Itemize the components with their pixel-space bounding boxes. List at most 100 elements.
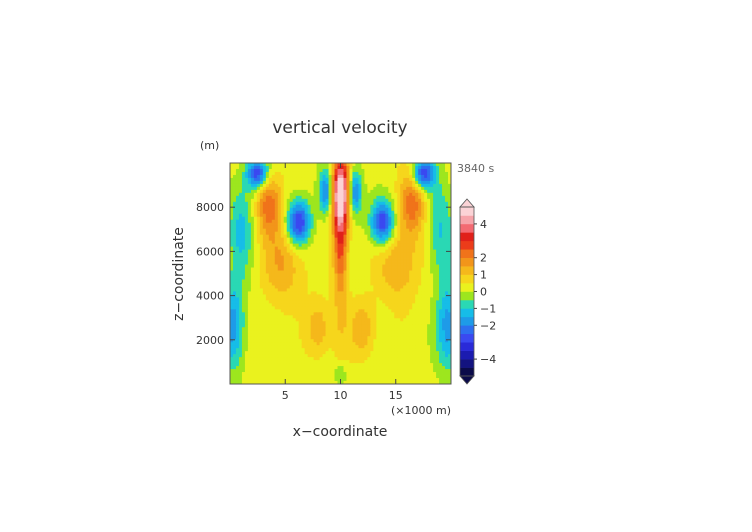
field-cell [280,183,285,188]
field-cell [271,264,276,268]
field-cell [268,165,273,170]
field-cell [397,198,401,203]
field-cell [418,228,422,233]
field-cell [322,168,326,173]
field-cell [325,195,329,200]
field-cell [289,180,294,185]
field-cell [265,225,270,230]
field-cell [286,165,291,170]
field-cell [361,258,365,262]
field-cell [373,330,377,334]
field-cell [376,228,380,233]
field-cell [376,165,380,170]
field-cell [346,228,350,233]
field-cell [232,282,237,286]
field-cell [358,195,362,200]
field-cell [427,204,431,209]
field-cell [358,216,362,221]
field-cell [283,246,288,251]
field-cell [415,216,419,221]
field-cell [361,300,365,304]
field-cell [403,186,407,191]
field-cell [397,315,401,319]
field-cell [286,318,291,322]
field-cell [421,309,425,313]
field-cell [232,216,237,221]
field-cell [340,234,344,239]
field-cell [295,222,300,227]
field-cell [259,309,264,313]
field-cell [370,249,374,253]
field-cell [346,297,350,301]
field-cell [436,177,440,182]
field-cell [445,333,449,337]
field-cell [415,303,419,307]
field-cell [400,243,404,248]
field-cell [322,231,326,236]
field-cell [238,354,243,358]
field-cell [325,183,329,188]
field-cell [256,213,261,218]
field-cell [259,342,264,346]
field-cell [445,198,449,203]
field-cell [379,276,383,280]
field-cell [412,348,416,352]
field-cell [346,327,350,331]
field-cell [445,204,449,209]
field-cell [436,330,440,334]
field-cell [286,198,291,203]
field-cell [238,261,243,265]
field-cell [247,264,252,268]
field-cell [280,225,285,230]
field-cell [433,246,437,251]
field-cell [241,204,246,209]
field-cell [376,291,380,295]
field-cell [337,357,341,361]
field-cell [250,210,255,215]
field-cell [262,246,267,251]
field-cell [382,333,386,337]
field-cell [301,327,306,331]
field-cell [265,198,270,203]
field-cell [367,303,371,307]
field-cell [379,267,383,271]
field-cell [316,163,320,167]
field-cell [280,282,285,286]
field-cell [256,237,261,242]
field-cell [436,336,440,340]
field-cell [289,261,294,265]
field-cell [274,309,279,313]
field-cell [241,321,246,325]
field-cell [292,174,297,179]
field-cell [295,180,300,185]
field-cell [322,222,326,227]
field-cell [391,306,395,310]
field-cell [406,306,410,310]
field-cell [433,201,437,206]
field-cell [307,207,312,212]
field-cell [412,339,416,343]
field-cell [334,276,338,280]
field-cell [319,267,323,271]
field-cell [421,163,425,167]
field-cell [382,279,386,283]
field-cell [394,276,398,280]
field-cell [367,219,371,224]
field-cell [403,285,407,289]
field-cell [439,210,443,215]
field-cell [334,351,338,355]
field-cell [301,168,306,173]
field-cell [424,163,428,167]
field-cell [268,270,273,274]
field-cell [271,237,276,242]
field-cell [253,261,258,265]
field-cell [235,183,240,188]
field-cell [433,258,437,262]
field-cell [400,342,404,346]
field-cell [364,195,368,200]
field-cell [328,330,332,334]
field-cell [421,261,425,265]
field-cell [286,261,291,265]
field-cell [271,339,276,343]
field-cell [421,231,425,236]
